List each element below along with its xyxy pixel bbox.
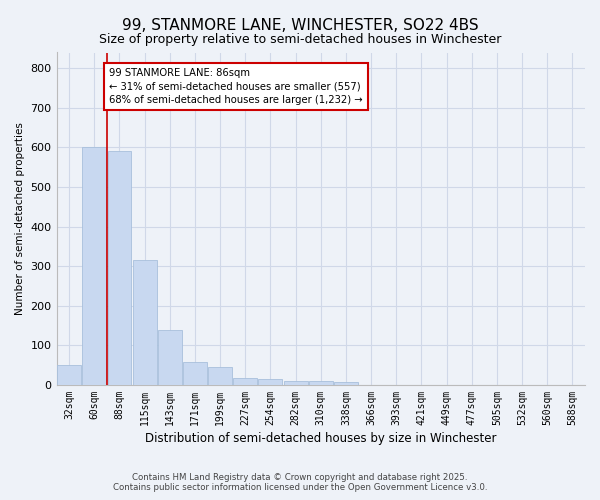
Bar [133, 260, 157, 385]
Bar [183, 362, 207, 385]
Bar [309, 381, 333, 385]
Bar [208, 367, 232, 385]
X-axis label: Distribution of semi-detached houses by size in Winchester: Distribution of semi-detached houses by … [145, 432, 497, 445]
Text: 99, STANMORE LANE, WINCHESTER, SO22 4BS: 99, STANMORE LANE, WINCHESTER, SO22 4BS [122, 18, 478, 32]
Bar [233, 378, 257, 385]
Bar [259, 379, 283, 385]
Text: Contains HM Land Registry data © Crown copyright and database right 2025.
Contai: Contains HM Land Registry data © Crown c… [113, 473, 487, 492]
Text: 99 STANMORE LANE: 86sqm
← 31% of semi-detached houses are smaller (557)
68% of s: 99 STANMORE LANE: 86sqm ← 31% of semi-de… [109, 68, 363, 104]
Y-axis label: Number of semi-detached properties: Number of semi-detached properties [15, 122, 25, 315]
Bar [158, 330, 182, 385]
Text: Size of property relative to semi-detached houses in Winchester: Size of property relative to semi-detach… [99, 32, 501, 46]
Bar [57, 365, 81, 385]
Bar [82, 148, 106, 385]
Bar [334, 382, 358, 385]
Bar [107, 152, 131, 385]
Bar [284, 381, 308, 385]
